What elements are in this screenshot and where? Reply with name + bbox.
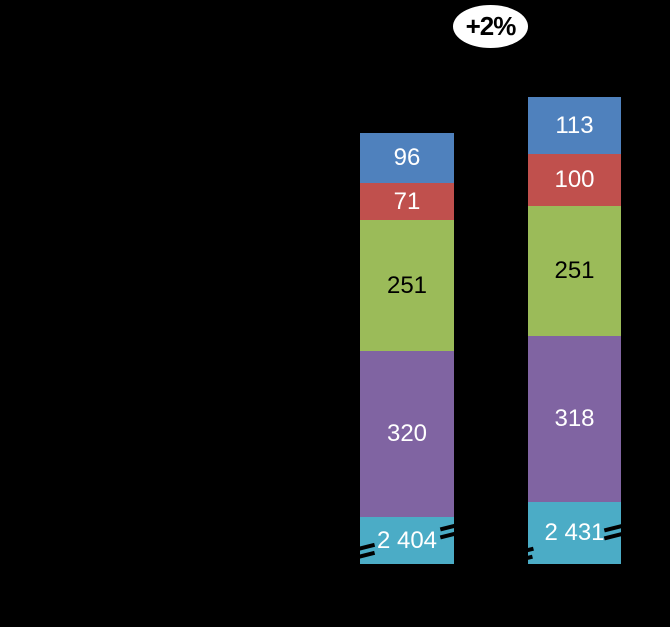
segment-value-label: 2 404 [376, 526, 438, 554]
segment-value-label: 320 [386, 420, 428, 447]
segment-value-label: 251 [554, 257, 595, 284]
segment-green: 251 [528, 206, 621, 336]
segment-value-label: 251 [386, 271, 428, 299]
stacked-bar-left: 96 71 251 320 2 404 [360, 133, 454, 564]
stacked-bar-right: 113 100 251 318 2 431 [528, 97, 621, 564]
segment-teal: 2 431 [528, 502, 621, 564]
segment-value-label: 100 [554, 166, 595, 193]
segment-red: 100 [528, 154, 621, 206]
segment-blue: 96 [360, 133, 454, 183]
segment-value-label: 96 [393, 144, 421, 171]
segment-teal: 2 404 [360, 517, 454, 564]
segment-value-label: 113 [555, 111, 594, 139]
segment-value-label: 71 [393, 187, 421, 215]
growth-annotation-ellipse: +2% [453, 5, 528, 48]
segment-purple: 320 [360, 351, 454, 517]
segment-purple: 318 [528, 336, 621, 502]
segment-value-label: 318 [554, 405, 595, 432]
segment-blue: 113 [528, 97, 621, 154]
segment-value-label: 2 431 [544, 519, 605, 546]
growth-annotation-label: +2% [465, 11, 517, 41]
segment-green: 251 [360, 220, 454, 351]
segment-red: 71 [360, 183, 454, 220]
